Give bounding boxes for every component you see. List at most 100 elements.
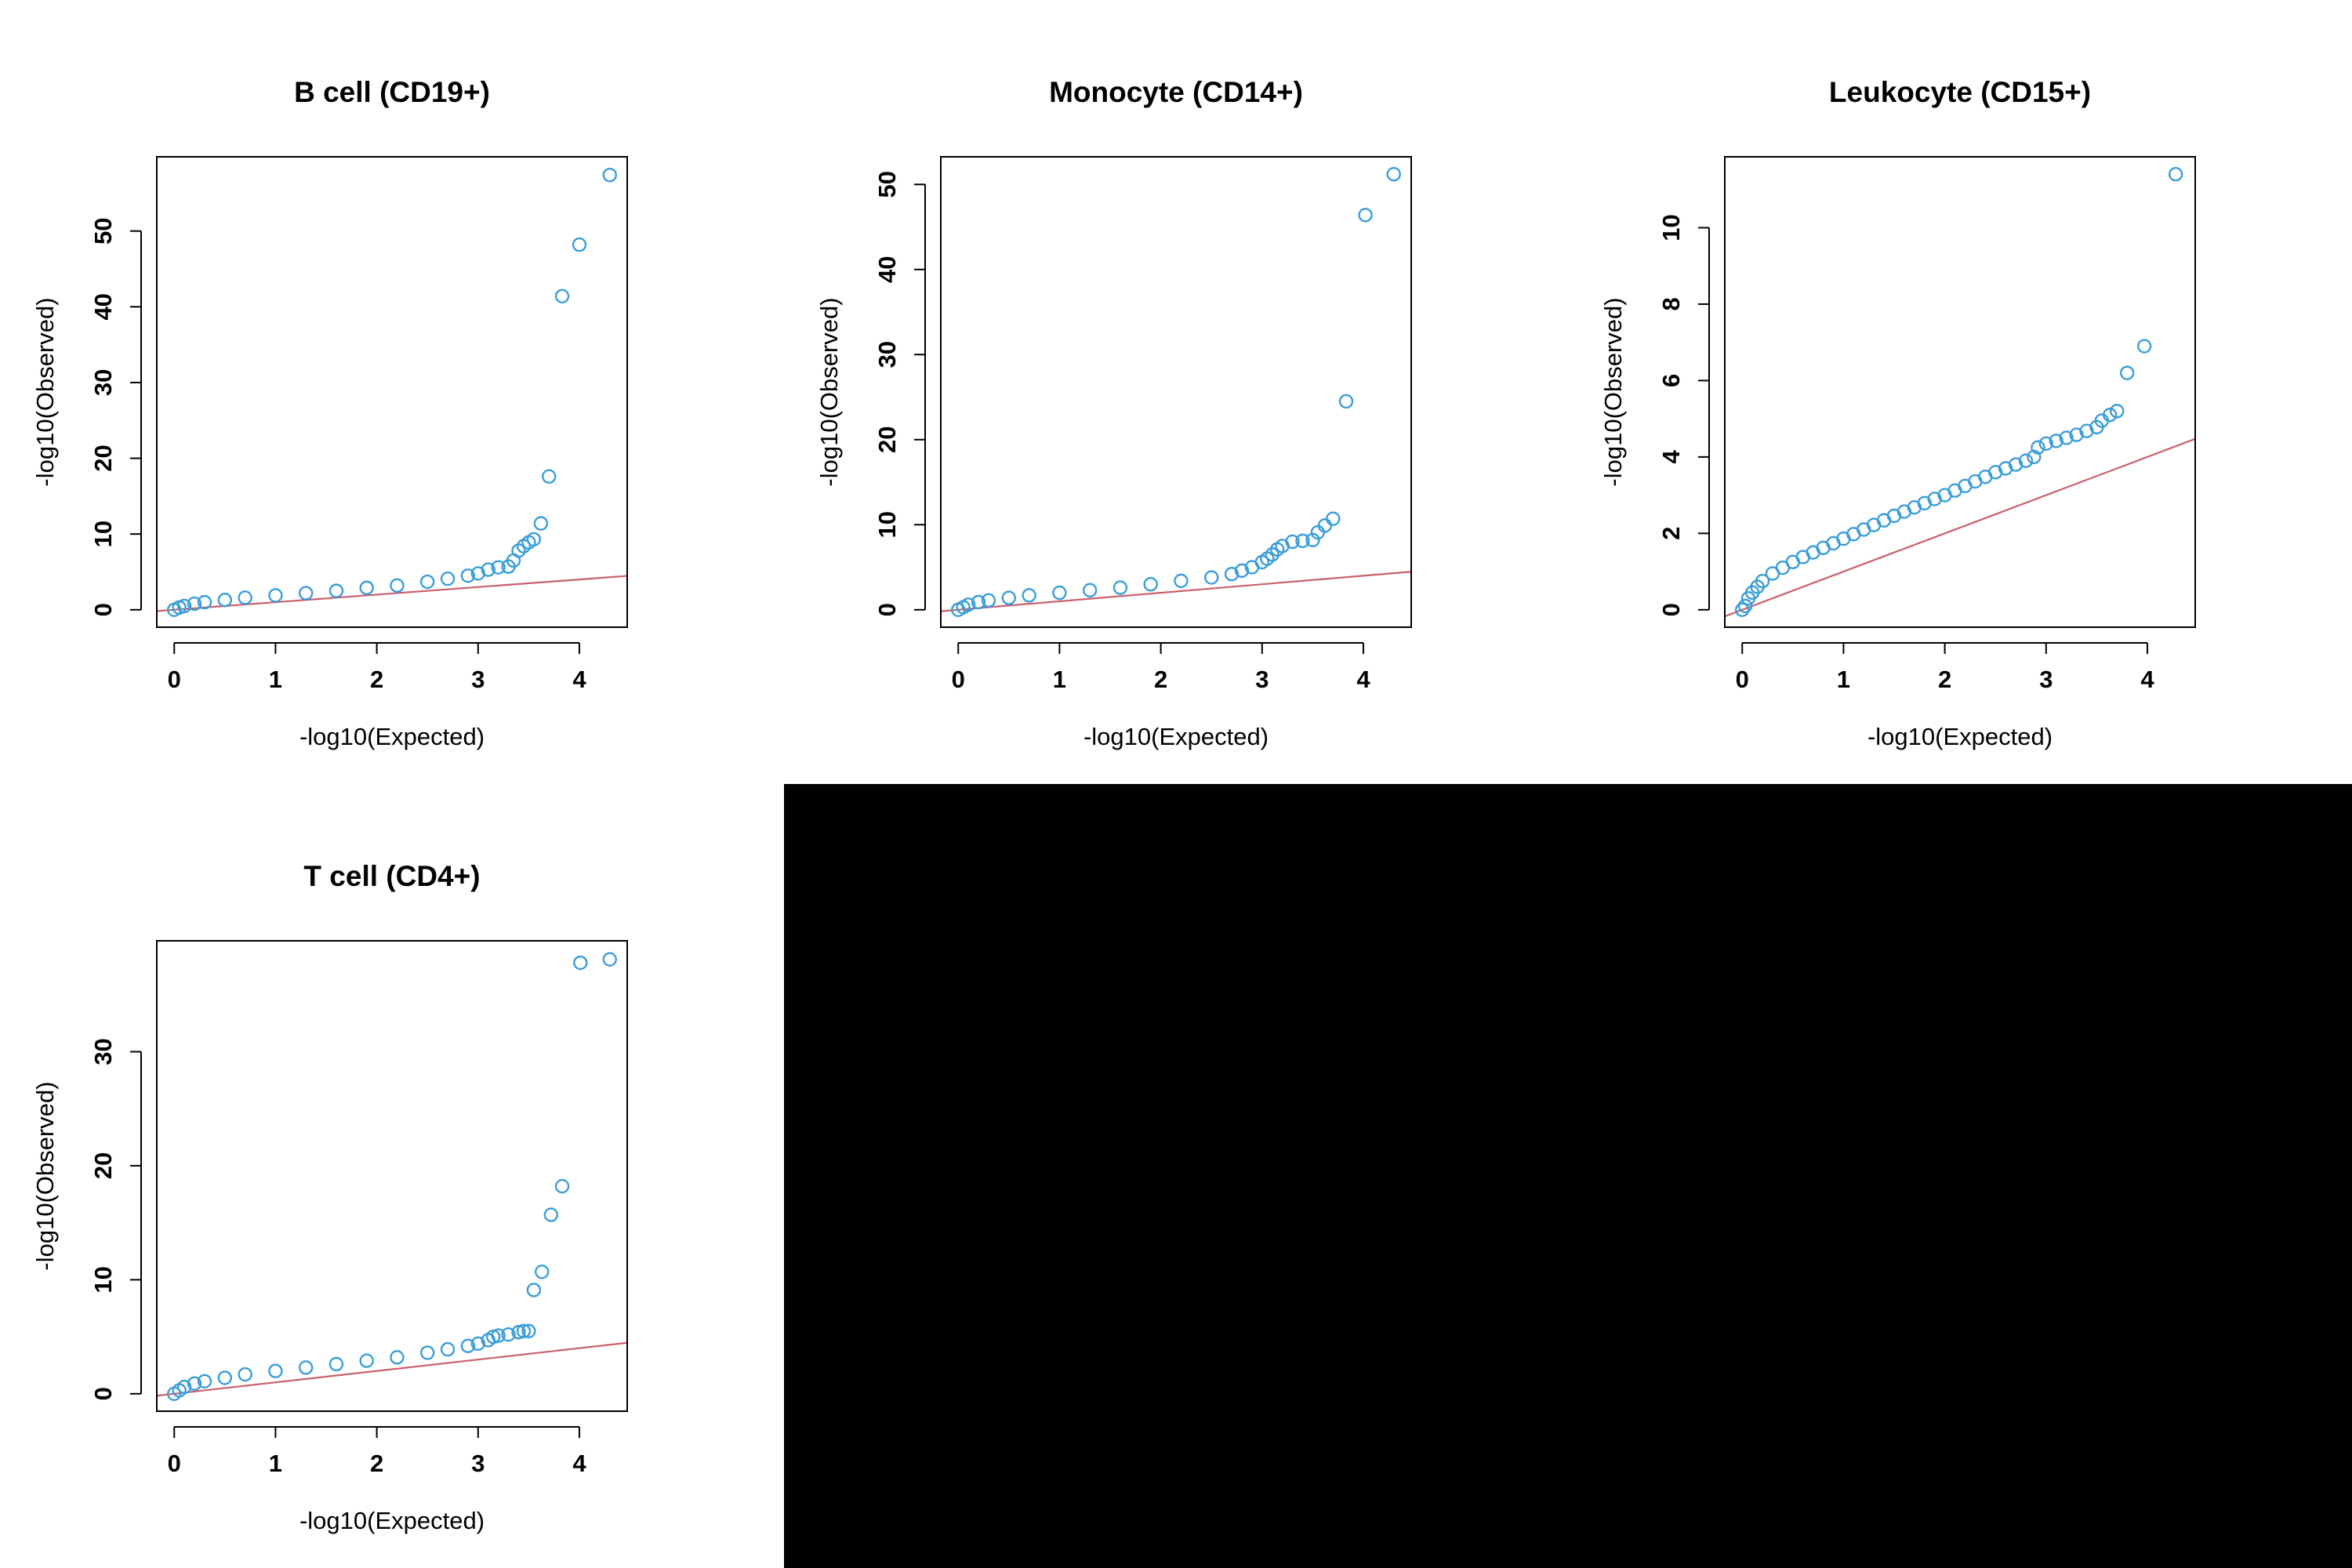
x-tick-label: 4 bbox=[2140, 666, 2154, 693]
data-point bbox=[1295, 533, 1310, 549]
data-point bbox=[2168, 167, 2183, 182]
y-axis-label: -log10(Observed) bbox=[1599, 297, 1627, 486]
y-tick-label: 30 bbox=[89, 369, 117, 396]
data-point bbox=[460, 568, 476, 583]
data-point bbox=[470, 1336, 486, 1351]
data-point bbox=[971, 594, 986, 610]
data-point bbox=[526, 532, 542, 547]
data-point bbox=[960, 597, 976, 612]
data-point bbox=[1234, 563, 1250, 579]
data-point bbox=[440, 1341, 456, 1357]
y-tick-label: 20 bbox=[89, 1152, 117, 1179]
x-tick-label: 2 bbox=[370, 666, 383, 693]
x-tick-label: 0 bbox=[168, 1450, 181, 1477]
data-point bbox=[2027, 449, 2042, 465]
y-tick-label: 0 bbox=[89, 603, 117, 616]
data-point bbox=[298, 1360, 314, 1375]
y-axis-label: -log10(Observed) bbox=[815, 297, 843, 486]
panel-title: T cell (CD4+) bbox=[303, 860, 480, 892]
data-point bbox=[501, 1327, 516, 1342]
data-point bbox=[1022, 588, 1036, 603]
data-point bbox=[1082, 583, 1098, 598]
reference-line bbox=[157, 575, 627, 612]
data-point bbox=[359, 1353, 374, 1368]
x-axis-label: -log10(Expected) bbox=[1083, 723, 1269, 750]
data-point bbox=[420, 574, 435, 590]
data-point bbox=[1112, 580, 1128, 595]
data-point bbox=[187, 1376, 202, 1391]
y-tick-label: 8 bbox=[1657, 297, 1685, 310]
x-tick-label: 3 bbox=[471, 1450, 485, 1477]
data-point bbox=[602, 167, 617, 183]
y-tick-label: 10 bbox=[1657, 214, 1685, 241]
reference-line bbox=[1725, 437, 2195, 618]
y-tick-label: 20 bbox=[89, 445, 117, 471]
data-point bbox=[187, 596, 202, 612]
data-point bbox=[1755, 574, 1770, 589]
data-point bbox=[543, 1207, 559, 1222]
data-point bbox=[176, 1379, 192, 1395]
data-point bbox=[1143, 577, 1158, 592]
data-point bbox=[1737, 598, 1753, 614]
data-point bbox=[328, 583, 344, 598]
x-tick-label: 4 bbox=[572, 666, 586, 693]
x-axis-label: -log10(Expected) bbox=[299, 1507, 485, 1534]
data-point bbox=[981, 593, 996, 608]
plot-frame bbox=[1724, 156, 2196, 628]
data-point bbox=[2049, 434, 2063, 448]
data-point bbox=[1174, 573, 1189, 589]
data-point bbox=[460, 1338, 476, 1353]
data-point bbox=[1735, 602, 1750, 617]
panel-title: Monocyte (CD14+) bbox=[1049, 76, 1303, 108]
panel-title: Leukocyte (CD15+) bbox=[1829, 76, 2091, 108]
qq-panel-4: T cell (CD4+) 0 1 2 3 4 -log10(Expected) 0 10 20 3… bbox=[31, 860, 628, 1534]
data-point bbox=[535, 1264, 550, 1279]
data-point bbox=[2038, 436, 2054, 451]
data-point bbox=[1305, 532, 1320, 548]
x-axis-label: -log10(Expected) bbox=[299, 723, 485, 750]
data-point bbox=[197, 594, 212, 610]
data-point bbox=[481, 562, 495, 577]
data-point bbox=[298, 586, 314, 601]
data-point bbox=[2031, 440, 2045, 455]
y-tick-label: 40 bbox=[89, 293, 117, 320]
plot-frame bbox=[940, 156, 1412, 628]
data-point bbox=[554, 289, 570, 303]
data-points bbox=[951, 167, 1401, 617]
data-points bbox=[1735, 167, 2183, 617]
reference-line bbox=[157, 1341, 627, 1397]
data-point bbox=[1386, 167, 1401, 182]
data-point bbox=[542, 469, 557, 484]
qq-panel-1: B cell (CD19+) 0 1 2 3 4 -log10(Expected) 0 10 20… bbox=[31, 76, 628, 750]
data-point bbox=[238, 1367, 252, 1382]
data-point bbox=[521, 1323, 536, 1338]
y-tick-label: 0 bbox=[873, 603, 901, 616]
data-point bbox=[1265, 547, 1279, 562]
x-tick-label: 1 bbox=[1053, 666, 1066, 693]
data-point bbox=[1224, 567, 1240, 582]
y-tick-label: 0 bbox=[1657, 603, 1685, 616]
data-points bbox=[167, 952, 617, 1401]
x-tick-label: 3 bbox=[2039, 666, 2053, 693]
x-tick-label: 2 bbox=[370, 1450, 383, 1477]
data-point bbox=[2018, 453, 2034, 468]
x-tick-label: 1 bbox=[1837, 666, 1850, 693]
y-tick-label: 30 bbox=[89, 1038, 117, 1065]
data-point bbox=[2110, 404, 2125, 419]
x-tick-label: 3 bbox=[471, 666, 485, 693]
data-point bbox=[440, 571, 456, 586]
x-tick-label: 0 bbox=[952, 666, 965, 693]
x-axis-label: -log10(Expected) bbox=[1867, 723, 2053, 750]
y-tick-label: 4 bbox=[1657, 449, 1685, 463]
y-tick-label: 50 bbox=[873, 171, 901, 198]
data-point bbox=[491, 1328, 506, 1343]
data-point bbox=[1358, 208, 1373, 223]
reference-line bbox=[941, 571, 1411, 612]
data-point bbox=[197, 1374, 212, 1388]
data-point bbox=[390, 578, 405, 593]
data-point bbox=[554, 1178, 570, 1194]
data-point bbox=[390, 1350, 405, 1365]
data-point bbox=[328, 1356, 344, 1372]
x-tick-label: 0 bbox=[1736, 666, 1749, 693]
